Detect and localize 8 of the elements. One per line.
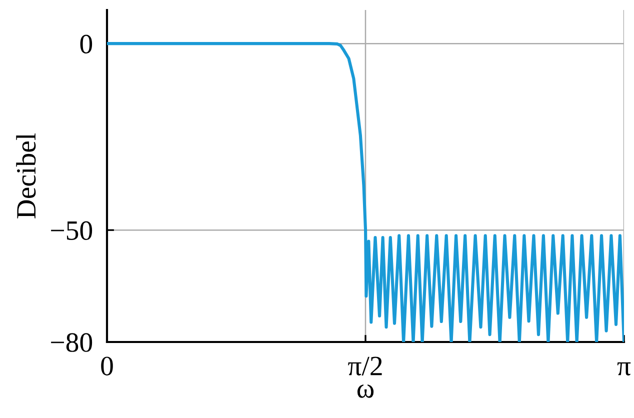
y-tick-label: −50: [51, 221, 92, 240]
x-tick-label: π/2: [348, 356, 382, 376]
y-axis-title: Decibel: [16, 133, 36, 218]
x-tick-label: π: [617, 362, 631, 376]
x-tick-label: 0: [101, 356, 113, 376]
x-axis-title: ω: [357, 384, 374, 398]
y-tick-label: −80: [51, 333, 92, 352]
y-tick-label: 0: [80, 34, 92, 54]
